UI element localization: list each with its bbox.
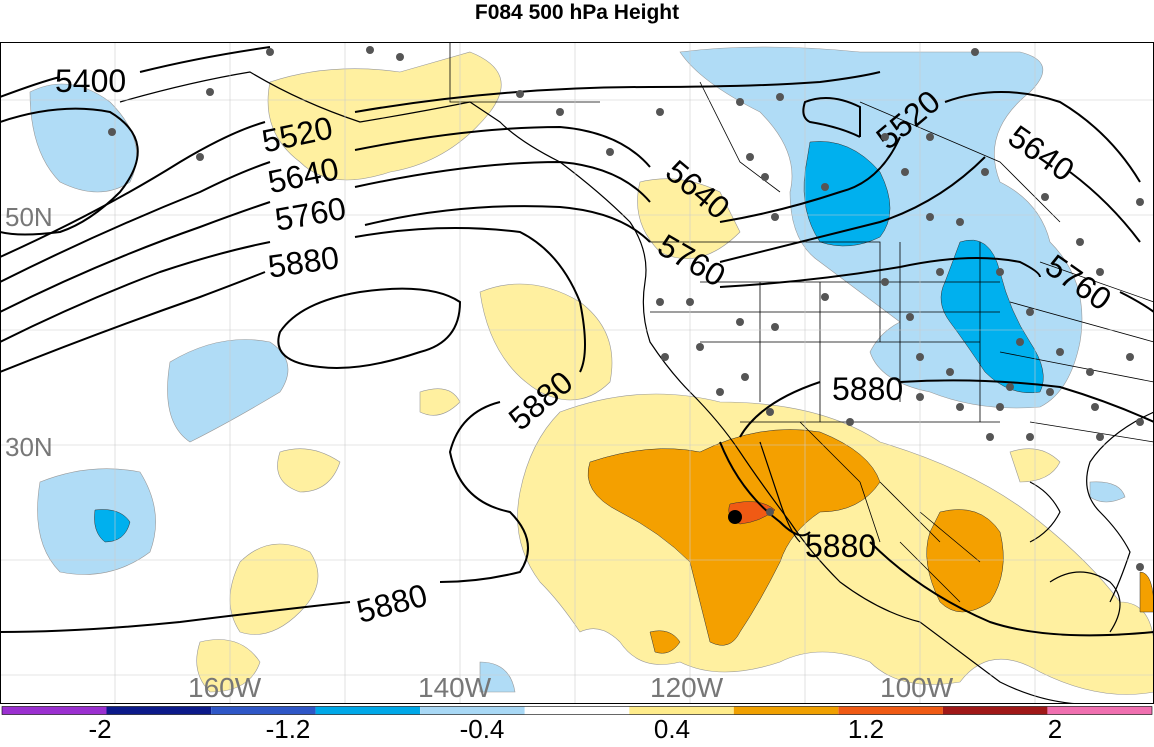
color-bar-cells <box>2 706 1152 715</box>
color-bar-cell <box>524 706 630 715</box>
political-boundaries <box>449 42 1154 603</box>
contour-label-5880: 5880 <box>832 371 903 407</box>
lon-label-140w: 140W <box>418 672 492 703</box>
colorbar-tick-neg1.2: -1.2 <box>266 714 311 742</box>
color-bar-cell <box>211 706 316 715</box>
contour-label-5400: 5400 <box>55 63 126 99</box>
colorbar-tick-neg0.4: -0.4 <box>460 714 505 742</box>
height-contours <box>0 46 1154 637</box>
weather-map: 5400 5520 5640 5760 5880 5640 5760 5520 … <box>0 42 1154 704</box>
lat-label-30n: 30N <box>5 432 53 462</box>
colorbar-tick-neg2: -2 <box>88 714 111 742</box>
color-bar-cell <box>2 706 107 715</box>
positive-anomaly-orange <box>587 429 1154 654</box>
colorbar-tick-0.4: 0.4 <box>654 714 690 742</box>
station-markers <box>108 46 1144 571</box>
color-bar-cell <box>315 706 421 715</box>
map-title: F084 500 hPa Height <box>474 1 680 24</box>
lat-label-50n: 50N <box>5 202 53 232</box>
negative-anomaly-blue <box>94 141 1044 543</box>
lon-label-160w: 160W <box>188 672 262 703</box>
lat-lon-grid <box>0 42 1154 704</box>
lon-label-100w: 100W <box>880 672 954 703</box>
color-bar-cell <box>420 706 525 715</box>
focus-marker <box>728 510 742 524</box>
colorbar-tick-1.2: 1.2 <box>848 714 884 742</box>
colorbar-tick-2: 2 <box>1048 714 1062 742</box>
color-bar-cell <box>106 706 211 715</box>
color-bar-cell <box>733 706 839 715</box>
contour-label-5880: 5880 <box>805 528 876 564</box>
color-bar-cell <box>629 706 734 715</box>
coastlines <box>119 71 1154 704</box>
color-bar-cell <box>838 706 943 715</box>
color-bar-cell <box>1047 706 1152 715</box>
color-bar: -2 -1.2 -0.4 0.4 1.2 2 <box>0 706 1154 744</box>
color-bar-cell <box>942 706 1048 715</box>
lon-label-120w: 120W <box>650 672 724 703</box>
